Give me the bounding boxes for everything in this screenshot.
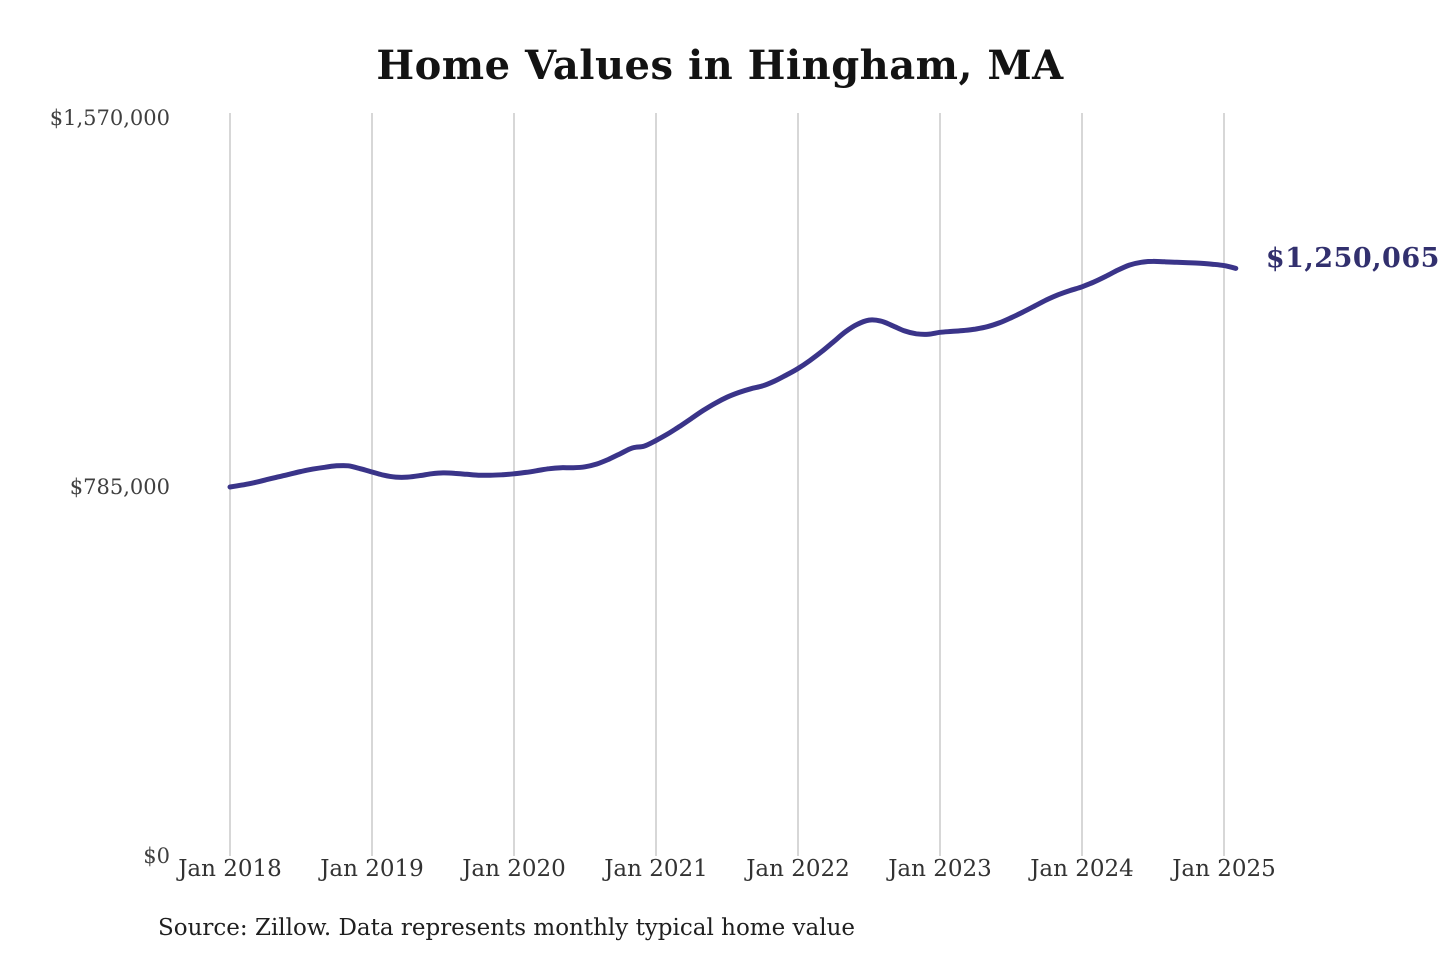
x-axis-tick-label: Jan 2019 [320, 856, 424, 882]
chart-title: Home Values in Hingham, MA [376, 42, 1064, 89]
source-note: Source: Zillow. Data represents monthly … [158, 915, 856, 941]
y-axis-tick-label: $0 [143, 844, 170, 868]
y-axis-tick-label: $1,570,000 [49, 106, 170, 130]
latest-value-label: $1,250,065 [1265, 243, 1440, 275]
x-axis-tick-label: Jan 2018 [178, 856, 282, 882]
x-axis-tick-label: Jan 2021 [604, 856, 708, 882]
x-axis-tick-label: Jan 2025 [1172, 856, 1276, 882]
x-axis-tick-label: Jan 2020 [462, 856, 566, 882]
x-axis-tick-label: Jan 2024 [1030, 856, 1134, 882]
x-axis-tick-label: Jan 2022 [746, 856, 850, 882]
y-axis-tick-label: $785,000 [69, 475, 170, 499]
x-axis-tick-label: Jan 2023 [888, 856, 992, 882]
gridlines-layer [229, 113, 1225, 856]
home-value-line [227, 258, 1239, 490]
